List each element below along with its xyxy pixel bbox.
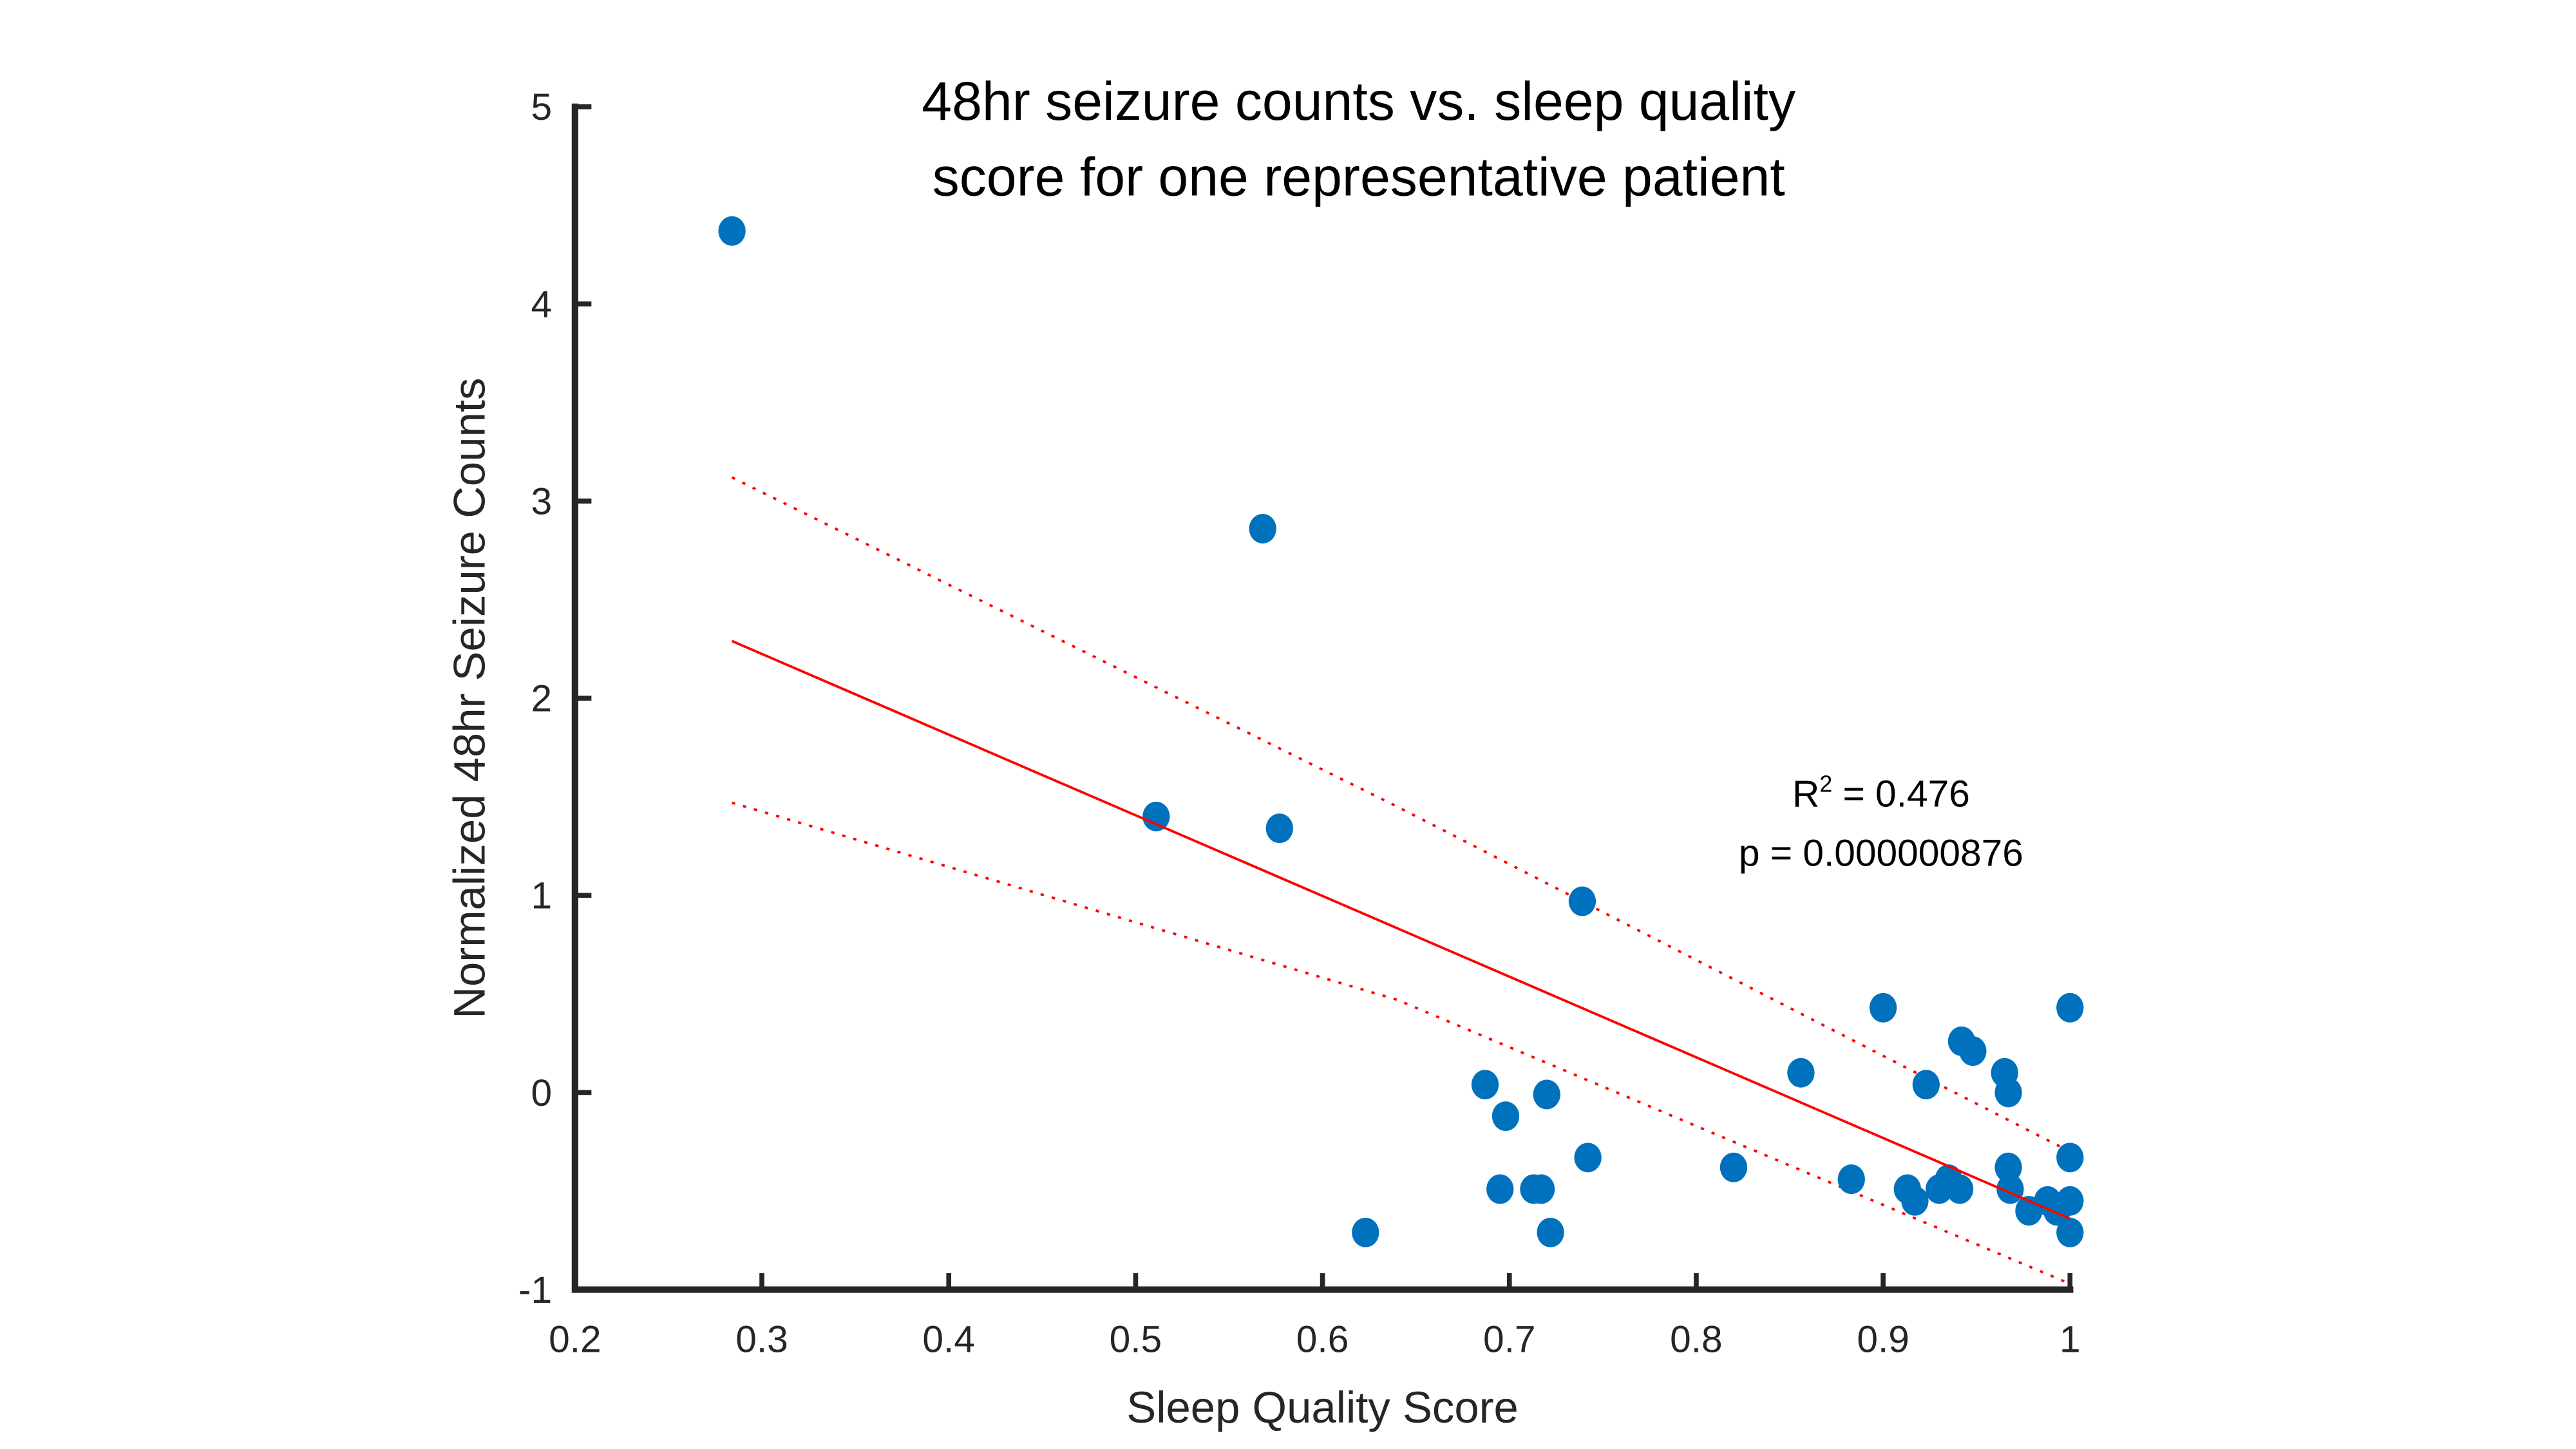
p-value-annotation: p = 0.000000876 <box>1739 832 2023 874</box>
data-point <box>1946 1174 1974 1204</box>
x-tick-label: 0.9 <box>1857 1318 1909 1360</box>
y-tick-label: 5 <box>531 86 553 128</box>
data-point <box>1568 886 1596 916</box>
data-point <box>1249 513 1276 544</box>
y-tick-label: 1 <box>531 875 553 917</box>
data-point <box>1492 1101 1520 1132</box>
data-point <box>1574 1142 1602 1173</box>
data-point <box>1471 1070 1499 1100</box>
x-tick-label: 0.5 <box>1110 1318 1162 1360</box>
data-point <box>1959 1036 1987 1066</box>
y-tick-label: 0 <box>531 1072 553 1114</box>
data-point <box>1142 801 1170 831</box>
data-point <box>1537 1217 1564 1247</box>
regression-line <box>731 639 2071 1220</box>
data-point <box>1994 1152 2022 1182</box>
x-tick-label: 1 <box>2060 1318 2081 1360</box>
r-squared-annotation: R2 = 0.476 <box>1792 772 1970 815</box>
y-tick-label: 3 <box>531 480 553 522</box>
x-tick-label: 0.4 <box>922 1318 975 1360</box>
x-tick-label: 0.8 <box>1670 1318 1723 1360</box>
y-tick-label: 2 <box>531 678 553 720</box>
data-point <box>2056 992 2084 1023</box>
data-point <box>1994 1077 2022 1108</box>
x-tick-label: 0.7 <box>1483 1318 1536 1360</box>
data-point <box>1352 1217 1379 1247</box>
data-point <box>1527 1174 1555 1204</box>
data-point <box>1486 1174 1514 1204</box>
data-point <box>1837 1164 1865 1195</box>
data-point <box>2056 1186 2084 1216</box>
y-tick-label: -1 <box>518 1269 552 1311</box>
y-tick-label: 4 <box>531 283 553 325</box>
x-axis-label: Sleep Quality Score <box>1126 1383 1519 1432</box>
chart-title-line-2: score for one representative patient <box>933 147 1785 207</box>
data-point <box>1912 1070 1940 1100</box>
data-point <box>1533 1079 1560 1110</box>
data-point <box>1719 1152 1748 1182</box>
data-point <box>1265 813 1294 844</box>
x-tick-label: 0.6 <box>1296 1318 1349 1360</box>
y-axis-label: Normalized 48hr Seizure Counts <box>445 378 495 1019</box>
x-tick-label: 0.2 <box>549 1318 601 1360</box>
x-tick-label: 0.3 <box>735 1318 788 1360</box>
data-point <box>1787 1057 1815 1088</box>
data-point <box>2056 1217 2084 1247</box>
data-point <box>1869 992 1897 1023</box>
data-point <box>718 216 746 246</box>
data-point <box>1901 1186 1929 1216</box>
data-point <box>2056 1142 2084 1173</box>
confidence-bound-lower <box>732 801 2071 1285</box>
chart-title-line-1: 48hr seizure counts vs. sleep quality <box>922 71 1795 131</box>
